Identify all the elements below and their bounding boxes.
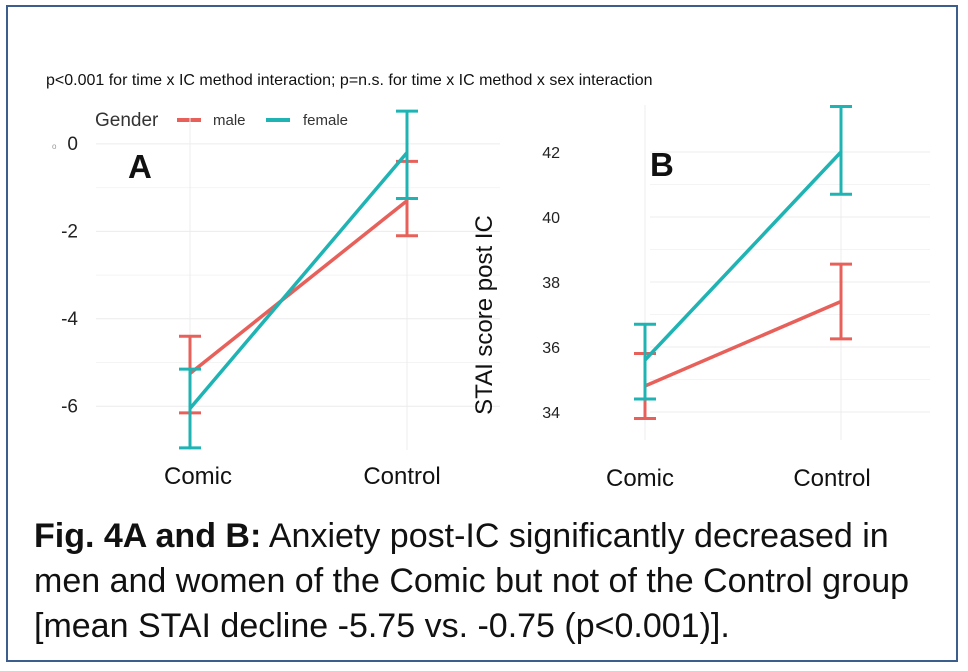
x-tick-label: Comic [164, 463, 232, 490]
y-tick-label: 40 [542, 210, 560, 227]
series-line-male [644, 299, 842, 388]
series-line-female [188, 151, 409, 410]
legend-title: Gender [95, 110, 159, 131]
panel-b-chart: 34 36 38 40 42 Comic Control B STAI score post I… [471, 105, 930, 492]
y-axis-label: STAI score post IC [471, 215, 498, 415]
figure-caption: Fig. 4A and B: Anxiety post-IC significa… [34, 514, 944, 649]
y-tick-label: 42 [542, 145, 560, 162]
panel-label: B [650, 146, 674, 183]
x-tick-label: Control [363, 463, 440, 490]
series-line-female [643, 150, 843, 362]
y-tick-label: 34 [542, 405, 560, 422]
statistics-note: p<0.001 for time x IC method interaction… [46, 72, 653, 89]
figure-frame [6, 5, 958, 662]
y-tick-label: -6 [61, 396, 78, 417]
y-tick-label: 0 [67, 134, 78, 155]
y-tick-label: 38 [542, 275, 560, 292]
legend-label-male: male [213, 112, 246, 129]
series-line-male [188, 199, 409, 375]
x-tick-label: Control [793, 465, 870, 492]
panel-a-chart: 0 -2 -4 -6 Comic Control A [61, 109, 500, 490]
legend: Gender male female [95, 110, 348, 131]
y-tick-label: -4 [61, 309, 78, 330]
panel-label: A [128, 148, 152, 185]
y-tick-label: 36 [542, 340, 560, 357]
legend-label-female: female [303, 112, 348, 129]
x-tick-label: Comic [606, 465, 674, 492]
caption-text: Anxiety post-IC significantly decreased … [34, 517, 910, 645]
y-tick-label: -2 [61, 221, 78, 242]
caption-bold: Fig. 4A and B: [34, 517, 262, 555]
artifact-dot: o [52, 142, 57, 151]
